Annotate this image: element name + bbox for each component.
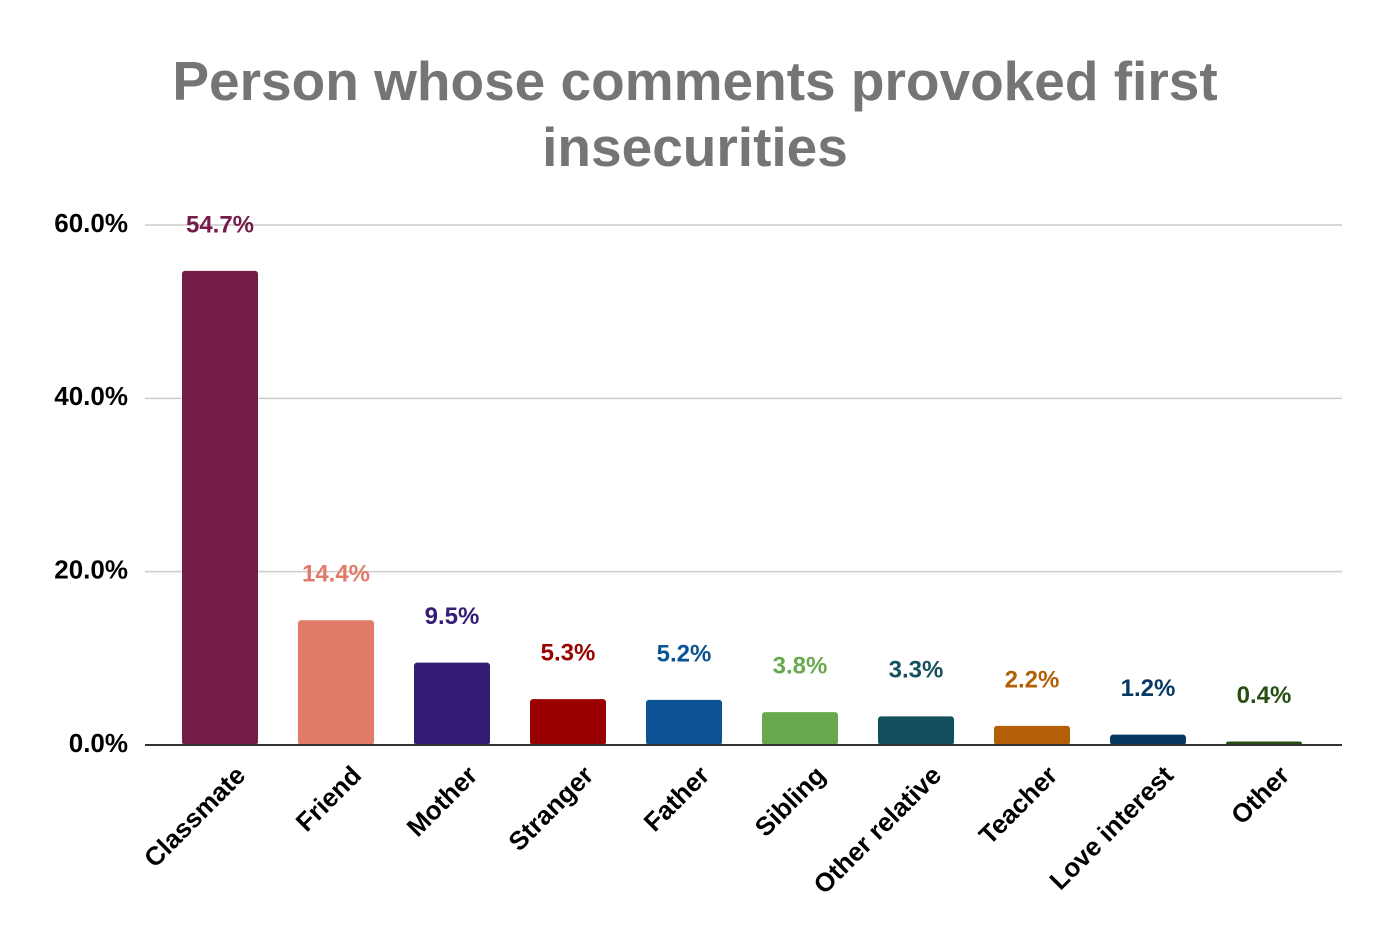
- bar: [646, 699, 722, 745]
- value-label: 5.2%: [657, 640, 712, 667]
- bar: [1110, 734, 1186, 745]
- value-label: 2.2%: [1005, 666, 1060, 693]
- bar: [298, 620, 374, 745]
- x-tick-label: Love interest: [1043, 760, 1179, 896]
- bar: [182, 270, 258, 745]
- x-tick-label: Friend: [290, 760, 367, 837]
- x-tick-label: Sibling: [749, 760, 831, 842]
- x-tick-label: Stranger: [502, 760, 599, 857]
- x-tick-label: Father: [638, 760, 715, 837]
- value-label: 3.3%: [889, 657, 944, 684]
- bar: [994, 725, 1070, 745]
- y-tick-label: 60.0%: [54, 208, 128, 238]
- y-tick-label: 40.0%: [54, 381, 128, 411]
- value-label: 54.7%: [186, 211, 254, 238]
- x-tick-label: Other: [1225, 760, 1295, 830]
- bar: [530, 699, 606, 745]
- y-tick-label: 20.0%: [54, 555, 128, 585]
- bar: [762, 712, 838, 745]
- x-tick-label: Mother: [401, 760, 483, 842]
- x-tick-label: Teacher: [973, 760, 1063, 850]
- value-label: 3.8%: [773, 652, 828, 679]
- x-tick-label: Classmate: [138, 760, 251, 873]
- value-label: 14.4%: [302, 561, 370, 588]
- chart-title: Person whose comments provoked first ins…: [172, 50, 1218, 178]
- bar: [414, 662, 490, 745]
- y-tick-label: 0.0%: [69, 728, 128, 758]
- value-label: 0.4%: [1237, 682, 1292, 709]
- bar: [878, 716, 954, 745]
- value-label: 5.3%: [541, 639, 596, 666]
- value-label: 9.5%: [425, 603, 480, 630]
- value-label: 1.2%: [1121, 675, 1176, 702]
